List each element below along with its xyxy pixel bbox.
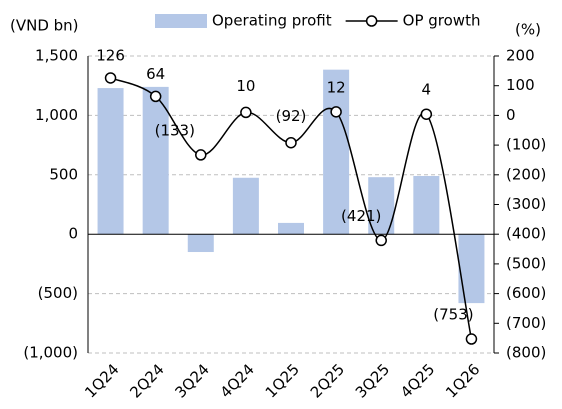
y-tick-label: 0 [68, 225, 78, 243]
y-tick-label: 1,500 [35, 47, 78, 65]
y2-tick-label: (400) [506, 225, 546, 243]
data-label: (753) [433, 306, 473, 324]
y2-tick-label: 200 [506, 47, 535, 65]
y2-tick-label: (300) [506, 195, 546, 213]
x-tick-label: 2Q24 [126, 360, 167, 401]
data-label: 10 [236, 77, 255, 95]
y-tick-label: (1,000) [23, 344, 78, 362]
y2-tick-label: (200) [506, 165, 546, 183]
y2-tick-label: (800) [506, 344, 546, 362]
x-tick-label: 1Q25 [262, 360, 303, 401]
marker [149, 90, 162, 103]
x-tick-label: 3Q25 [352, 360, 393, 401]
marker [330, 106, 342, 118]
bar [278, 222, 304, 235]
legend-label: Operating profit [212, 12, 332, 30]
x-tick-label: 1Q24 [81, 360, 122, 401]
x-tick-label: 4Q24 [217, 360, 258, 401]
marker [375, 234, 387, 247]
marker [465, 333, 478, 345]
bar [323, 69, 350, 235]
bar [458, 234, 485, 304]
y2-tick-label: (700) [506, 314, 546, 332]
y-tick-label: 1,000 [35, 106, 78, 124]
data-label: 4 [422, 81, 432, 99]
marker [240, 106, 252, 119]
bar [187, 234, 214, 253]
marker [285, 136, 297, 149]
data-label: 126 [96, 46, 125, 64]
bar [413, 175, 440, 235]
y-tick-label: 500 [49, 165, 78, 183]
y2-tick-label: (100) [506, 136, 546, 154]
legend-swatch [155, 14, 207, 28]
y2-tick-label: (500) [506, 254, 546, 272]
marker [420, 108, 433, 120]
data-label: (421) [341, 207, 381, 225]
bar [97, 88, 124, 235]
y-axis-label: (VND bn) [10, 17, 79, 35]
bar [142, 86, 169, 235]
legend-label: OP growth [403, 12, 481, 30]
x-tick-label: 3Q24 [171, 360, 212, 401]
bar [232, 177, 259, 235]
x-tick-label: 4Q25 [397, 360, 438, 401]
x-tick-label: 1Q26 [442, 360, 483, 401]
data-label: 12 [327, 78, 346, 96]
marker [195, 149, 207, 161]
legend-marker [365, 15, 378, 27]
data-label: (92) [276, 107, 307, 125]
y2-tick-label: 100 [506, 76, 535, 94]
y-tick-label: (500) [38, 284, 78, 302]
data-label: 64 [146, 65, 165, 83]
y2-axis-label: (%) [515, 21, 541, 39]
data-label: (133) [155, 121, 195, 139]
y2-tick-label: (600) [506, 284, 546, 302]
marker [104, 72, 117, 84]
y2-tick-label: 0 [506, 106, 516, 124]
x-tick-label: 2Q25 [307, 360, 348, 401]
